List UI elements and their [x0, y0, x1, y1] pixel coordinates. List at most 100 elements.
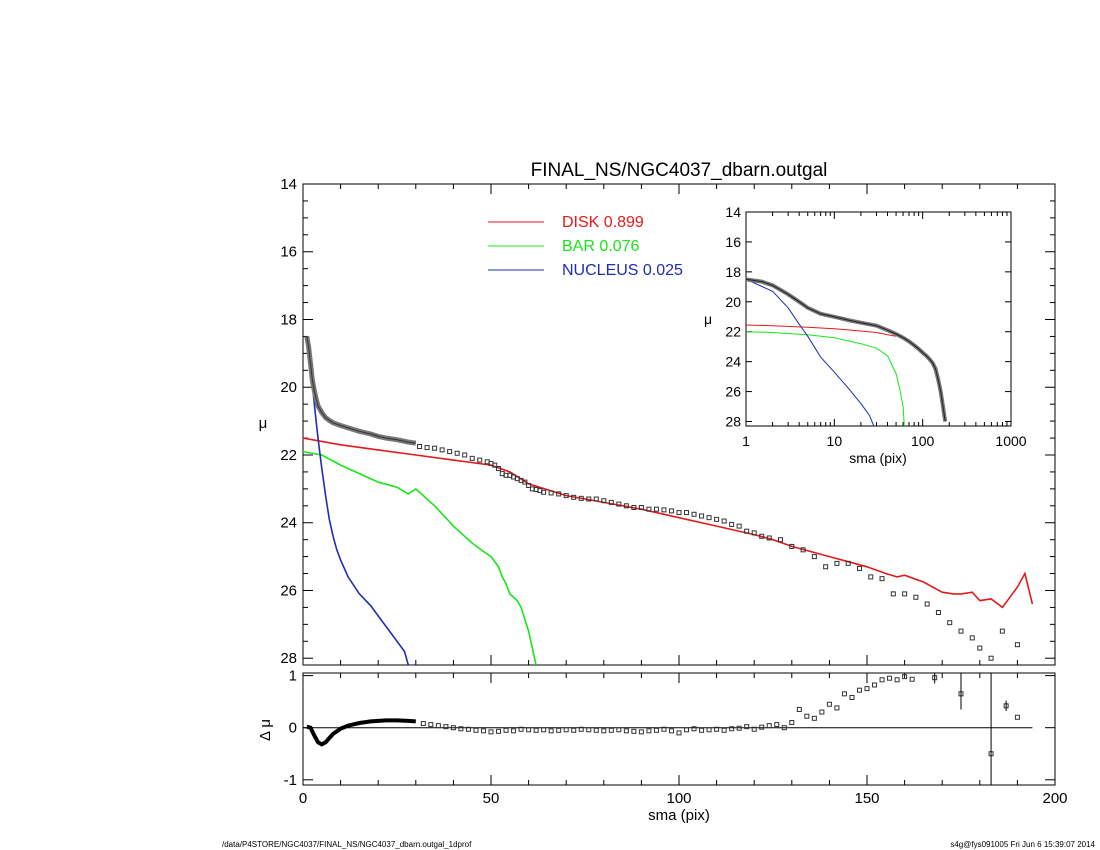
inset-x-tick-label: 10	[827, 433, 843, 449]
residual-point	[714, 726, 720, 732]
main-observed-point	[789, 543, 795, 549]
residual-point	[661, 726, 667, 732]
residual-point	[465, 726, 471, 732]
residual-point	[766, 723, 772, 729]
residual-point	[548, 728, 554, 734]
main-observed-curve	[304, 335, 417, 446]
main-observed-point	[522, 479, 528, 485]
main-y-axis-label: μ	[259, 415, 268, 432]
residual-y-axis-label: Δ μ	[257, 719, 274, 741]
inset-series-group	[746, 277, 948, 426]
inset-x-tick-label: 100	[911, 433, 935, 449]
main-y-tick-label: 20	[280, 379, 297, 396]
main-observed-point	[608, 499, 614, 505]
residual-point	[699, 727, 705, 733]
main-observed-point	[913, 594, 919, 600]
residual-point	[608, 727, 614, 733]
inset-y-tick-label: 14	[725, 204, 741, 220]
main-observed-point	[586, 496, 592, 502]
main-observed-point	[447, 449, 453, 455]
main-observed-point	[721, 518, 727, 524]
inset-y-tick-label: 22	[725, 324, 741, 340]
main-observed-point	[556, 491, 562, 497]
legend-label: DISK 0.899	[562, 214, 644, 231]
residual-point	[864, 686, 870, 692]
main-observed-point	[653, 506, 659, 512]
residual-point	[458, 726, 464, 732]
residual-point	[789, 719, 795, 725]
main-y-tick-label: 28	[280, 650, 297, 667]
residual-y-tick-label: -1	[284, 772, 297, 789]
main-observed-point	[439, 447, 445, 453]
residual-plot-frame	[302, 672, 1056, 786]
main-observed-point	[890, 591, 896, 597]
residual-x-tick-label: 0	[299, 790, 307, 807]
main-observed-point	[988, 655, 994, 661]
main-observed-point	[684, 510, 690, 516]
residual-point	[450, 725, 456, 731]
residual-point	[435, 723, 441, 729]
residual-point	[623, 728, 629, 734]
legend-label: NUCLEUS 0.025	[562, 262, 683, 279]
main-observed-point	[924, 601, 930, 607]
main-observed-point	[868, 574, 874, 580]
residual-point	[872, 682, 878, 688]
inset-bar-line	[746, 331, 905, 426]
residual-point	[729, 726, 735, 732]
main-observed-point	[800, 547, 806, 553]
residual-point	[653, 727, 659, 733]
inset-x-tick-label: 1	[742, 433, 750, 449]
main-observed-point	[541, 489, 547, 495]
residual-point	[751, 726, 757, 732]
main-observed-curve-core	[306, 336, 416, 444]
inset-observed-curve-core	[746, 278, 946, 422]
main-observed-point	[834, 560, 840, 566]
main-observed-point	[744, 528, 750, 534]
legend: DISK 0.899 BAR 0.076 NUCLEUS 0.025	[488, 214, 683, 279]
inset-y-tick-label: 26	[725, 384, 741, 400]
residual-point	[578, 726, 584, 732]
main-y-axis: 14 16 18 20 22 24 26 28	[280, 176, 1055, 667]
residual-point	[496, 728, 502, 734]
residual-point	[563, 727, 569, 733]
residual-panel: 10-1 0 50 100 150 200 Δ μ sma (pix)	[257, 668, 1068, 824]
residual-point	[774, 722, 780, 728]
main-observed-point	[661, 507, 667, 513]
inset-log-panel: 14 16 18 20 22 24 26 28 1 10 100 1000 μ sma (pix)	[704, 204, 1027, 466]
main-observed-point	[424, 445, 430, 451]
main-y-tick-label: 22	[280, 447, 297, 464]
main-observed-point	[578, 495, 584, 501]
footer-timestamp: s4g@fys091005 Fri Jun 6 15:39:07 2014	[950, 840, 1095, 849]
main-observed-point	[823, 564, 829, 570]
residual-point	[781, 725, 787, 731]
main-observed-point	[856, 565, 862, 571]
residual-point	[684, 727, 690, 733]
residual-point	[721, 727, 727, 733]
main-profile-panel: 14 16 18 20 22 24 26 28 μ DISK 0.899 BAR 0.076 NU…	[259, 176, 1056, 667]
main-observed-point	[736, 523, 742, 529]
main-observed-point	[902, 591, 908, 597]
main-observed-point	[947, 620, 953, 626]
footer-file-path: /data/P4STORE/NGC4037/FINAL_NS/NGC4037_d…	[222, 840, 472, 849]
main-y-tick-label: 14	[280, 176, 297, 193]
inset-y-tick-label: 20	[725, 294, 741, 310]
residual-point	[586, 727, 592, 733]
residual-x-tick-label: 100	[666, 790, 691, 807]
main-observed-point	[462, 452, 468, 458]
residual-curve	[306, 718, 416, 747]
inset-y-axis-label: μ	[704, 311, 712, 327]
main-x-axis	[302, 184, 1056, 665]
residual-point	[631, 728, 637, 734]
main-y-tick-label: 26	[280, 582, 297, 599]
main-observed-point	[778, 537, 784, 543]
residual-point	[511, 728, 517, 734]
main-observed-point	[879, 576, 885, 582]
residual-point	[518, 726, 524, 732]
main-observed-point	[729, 521, 735, 527]
residual-point	[533, 727, 539, 733]
main-observed-point	[646, 506, 652, 512]
residual-point	[691, 726, 697, 732]
main-observed-point	[845, 560, 851, 566]
residual-point	[811, 715, 817, 721]
